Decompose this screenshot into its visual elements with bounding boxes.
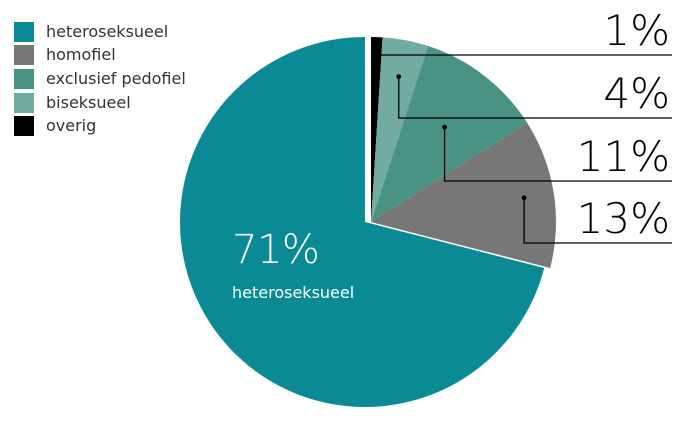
legend-swatch-exclusief-pedofiel — [14, 68, 34, 89]
value-label-homofiel: 13% — [577, 194, 670, 243]
leader-line-overig — [375, 50, 672, 56]
value-label-exclusief-pedofiel: 11% — [577, 132, 670, 181]
legend: heteroseksueel homofiel exclusief pedofi… — [14, 20, 186, 138]
legend-swatch-homofiel — [14, 45, 34, 66]
legend-label: exclusief pedofiel — [46, 68, 186, 88]
legend-item-biseksueel: biseksueel — [14, 91, 186, 115]
legend-item-overig: overig — [14, 114, 186, 138]
legend-label: overig — [46, 116, 97, 136]
value-label-overig: 1% — [603, 6, 670, 55]
legend-label: biseksueel — [46, 92, 131, 112]
legend-swatch-biseksueel — [14, 92, 34, 113]
pie-slice-homofiel — [371, 122, 556, 269]
legend-label: heteroseksueel — [46, 21, 169, 41]
legend-item-exclusief-pedofiel: exclusief pedofiel — [14, 67, 186, 91]
leader-lines — [374, 47, 672, 244]
outside-value-labels: 1% 4% 11% 13% — [577, 6, 670, 243]
pie-slice-heteroseksueel — [180, 37, 545, 408]
leader-line-exclusief-pedofiel — [443, 127, 672, 182]
leader-line-homofiel — [523, 197, 672, 244]
leader-dot-overig — [374, 47, 379, 53]
leader-line-biseksueel — [398, 76, 672, 119]
pie-slice-exclusief-pedofiel — [371, 46, 528, 222]
pie-slice-overig — [371, 37, 383, 222]
center-category-label: heteroseksueel — [232, 283, 355, 302]
legend-label: homofiel — [46, 45, 116, 65]
legend-swatch-overig — [14, 116, 34, 137]
center-value-label: 71% — [232, 227, 320, 273]
pie-slices — [180, 37, 556, 408]
pie-slice-biseksueel — [371, 37, 429, 223]
legend-item-heteroseksueel: heteroseksueel — [14, 20, 186, 44]
legend-swatch-heteroseksueel — [14, 21, 34, 42]
value-label-biseksueel: 4% — [603, 69, 670, 118]
legend-item-homofiel: homofiel — [14, 44, 186, 68]
